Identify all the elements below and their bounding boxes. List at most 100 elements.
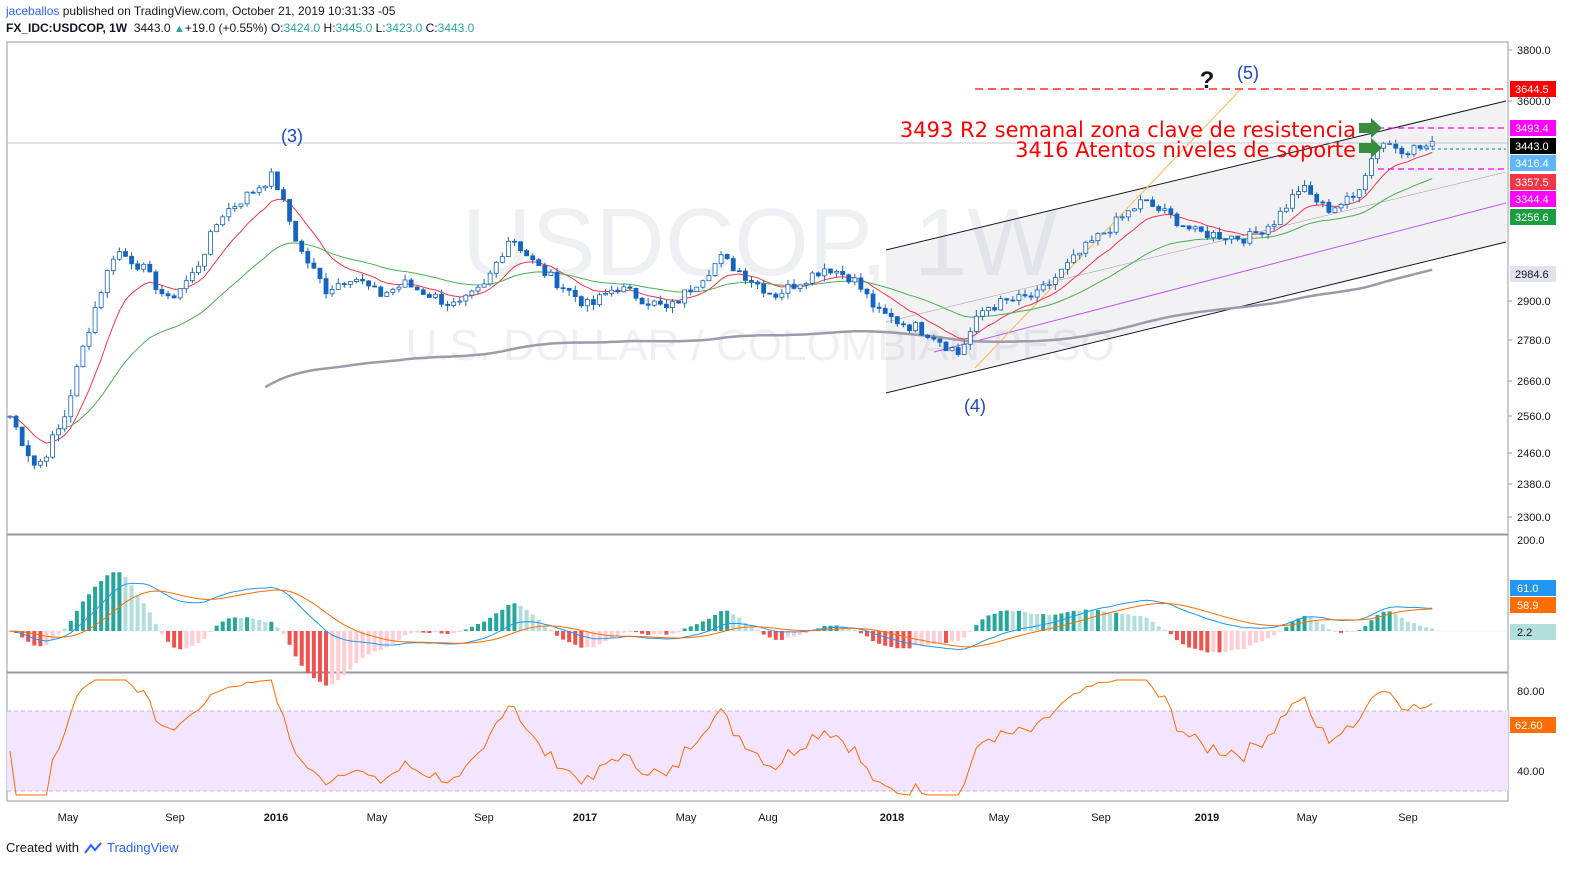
price-label-badge[interactable] [1510,120,1556,136]
candle-body[interactable] [967,331,973,345]
candle-body[interactable] [609,289,615,294]
candle-body[interactable] [499,256,505,263]
candle-body[interactable] [961,343,967,355]
question-mark-label[interactable]: ? [1200,67,1215,94]
candle-body[interactable] [1101,232,1107,235]
candle-body[interactable] [1229,235,1235,240]
candle-body[interactable] [1235,235,1241,240]
candle-body[interactable] [1077,252,1083,256]
candle-body[interactable] [846,274,852,283]
candle-body[interactable] [913,322,918,332]
candle-body[interactable] [329,289,335,295]
candle-body[interactable] [1131,208,1137,212]
candle-body[interactable] [1192,226,1198,230]
candle-body[interactable] [463,294,469,302]
candle-body[interactable] [487,272,493,285]
candle-body[interactable] [627,286,633,289]
candle-body[interactable] [888,313,894,318]
candle-body[interactable] [1399,147,1405,155]
candle-body[interactable] [1405,153,1411,156]
candle-body[interactable] [37,460,43,466]
candle-body[interactable] [1119,216,1125,219]
candle-body[interactable] [773,293,779,298]
candle-body[interactable] [25,445,31,457]
candle-body[interactable] [44,456,49,462]
rsi-axis[interactable]: 80.00 40.00 62.60 [1510,686,1556,778]
candle-body[interactable] [1217,231,1222,240]
candle-body[interactable] [50,434,55,458]
candle-body[interactable] [469,290,475,296]
candle-body[interactable] [1016,294,1022,301]
author-link[interactable]: jaceballos [6,4,60,18]
candle-body[interactable] [797,284,803,289]
candle-body[interactable] [743,270,748,281]
candle-body[interactable] [615,289,621,293]
projection-line[interactable] [974,89,1241,369]
candle-body[interactable] [919,322,925,336]
candle-body[interactable] [1308,185,1314,195]
candle-body[interactable] [548,271,554,276]
candle-body[interactable] [287,199,292,222]
candle-body[interactable] [165,293,171,297]
candle-body[interactable] [317,267,323,279]
candle-body[interactable] [1429,140,1435,147]
candle-body[interactable] [901,323,906,326]
candle-body[interactable] [688,289,694,292]
candle-body[interactable] [183,280,189,290]
candle-body[interactable] [1113,216,1119,233]
candle-body[interactable] [1411,145,1417,155]
candle-body[interactable] [1150,199,1156,207]
candle-body[interactable] [323,278,329,295]
candle-body[interactable] [512,240,517,243]
candle-body[interactable] [335,283,341,290]
candle-body[interactable] [736,270,742,273]
price-axis[interactable]: 3800.0 3600.0 2900.0 2780.0 2660.0 2560.0 2460… [1508,45,1556,524]
price-label-badge[interactable] [1510,209,1556,225]
candle-body[interactable] [554,271,560,289]
candle-body[interactable] [7,415,13,418]
price-label-badge[interactable] [1510,81,1556,97]
trendline[interactable] [933,202,1507,353]
rsi-label-badge[interactable] [1510,717,1556,733]
candle-body[interactable] [1186,225,1192,230]
candle-body[interactable] [1290,194,1295,209]
candle-body[interactable] [828,268,833,274]
candle-body[interactable] [171,295,177,299]
candle-body[interactable] [1156,206,1162,211]
candle-body[interactable] [925,334,931,339]
macd-label-badge[interactable] [1510,597,1556,613]
candle-body[interactable] [347,281,353,285]
candle-body[interactable] [1089,240,1095,243]
candle-body[interactable] [803,283,809,286]
candle-body[interactable] [1204,230,1210,239]
candle-body[interactable] [104,270,110,293]
candle-body[interactable] [566,287,572,291]
candle-body[interactable] [1350,195,1356,198]
arrow-right-icon[interactable] [1359,118,1382,138]
candle-body[interactable] [603,293,609,296]
candle-body[interactable] [645,303,651,306]
candle-body[interactable] [876,306,882,309]
candle-body[interactable] [1059,268,1064,278]
time-axis[interactable]: May Sep 2016 May Sep 2017 May Aug 2018 May Sep 2019… [58,812,1418,824]
candle-body[interactable] [457,300,463,303]
candle-body[interactable] [1338,203,1344,209]
price-label-badge[interactable] [1510,174,1556,190]
candle-body[interactable] [262,185,268,189]
candle-body[interactable] [1144,199,1149,202]
candle-body[interactable] [682,289,688,304]
candle-body[interactable] [177,288,183,299]
candle-body[interactable] [518,241,523,252]
candle-body[interactable] [1034,289,1040,298]
candle-body[interactable] [1393,143,1399,149]
candle-body[interactable] [779,292,785,298]
candle-body[interactable] [1107,231,1113,234]
candle-body[interactable] [31,455,37,466]
candle-body[interactable] [19,426,25,446]
candle-body[interactable] [1022,294,1028,297]
candle-body[interactable] [980,310,985,317]
candle-body[interactable] [214,224,220,233]
candle-body[interactable] [123,251,128,257]
candle-body[interactable] [505,240,511,257]
candle-body[interactable] [894,316,900,325]
